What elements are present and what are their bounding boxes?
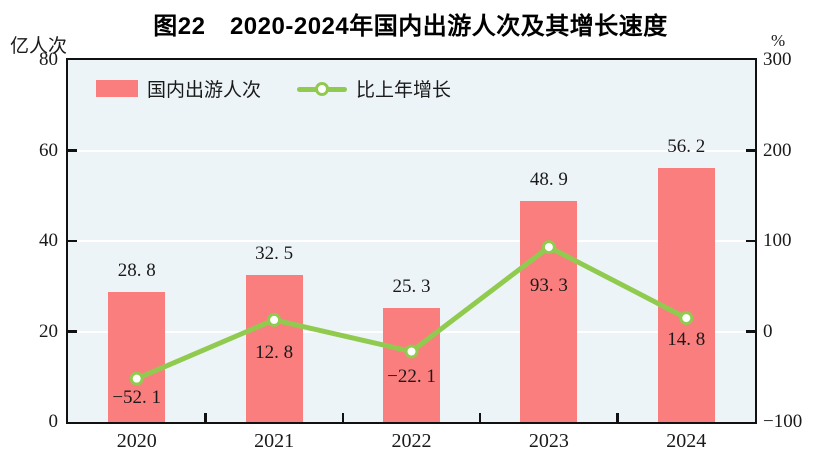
bar-series-swatch-icon xyxy=(96,80,138,97)
y2-axis-tick-label: 300 xyxy=(763,49,792,70)
y2-axis-tick-label: 0 xyxy=(763,320,773,342)
growth-point-label: −52. 1 xyxy=(112,386,162,408)
line-marker xyxy=(679,311,694,326)
growth-point-label: 93. 3 xyxy=(529,275,568,297)
x-axis-tick xyxy=(204,413,207,422)
y-axis-tick-label: 40 xyxy=(39,230,58,251)
bar xyxy=(520,200,578,422)
y2-axis-tick-label: −100 xyxy=(763,411,803,432)
bar-value-label: 28. 8 xyxy=(117,259,156,281)
x-axis-tick-label: 2024 xyxy=(666,430,707,452)
x-axis-tick-label: 2021 xyxy=(254,430,295,452)
y2-axis-tick-label: 100 xyxy=(763,230,792,251)
y-axis-tick xyxy=(68,239,77,243)
bar xyxy=(245,274,303,422)
y2-axis-tick xyxy=(746,330,755,333)
left-axis-unit-label: 亿人次 xyxy=(10,36,68,57)
x-axis-tick-label: 2023 xyxy=(528,430,569,452)
y-axis-tick xyxy=(68,330,77,333)
legend-line-label: 比上年增长 xyxy=(356,80,452,101)
bar xyxy=(108,291,166,422)
line-marker xyxy=(404,344,419,359)
bar-value-label: 32. 5 xyxy=(255,242,294,264)
y-axis-tick-label: 20 xyxy=(39,320,58,342)
gridline xyxy=(68,149,755,152)
line-series xyxy=(129,240,694,386)
legend-item-bars: 国内出游人次 xyxy=(96,75,261,102)
y2-axis-tick-label: 200 xyxy=(763,139,792,161)
bar-value-label: 56. 2 xyxy=(667,135,706,157)
y2-axis-tick xyxy=(746,149,755,152)
legend-item-line: 比上年增长 xyxy=(297,75,451,102)
y-axis-tick-label: 0 xyxy=(48,411,59,432)
chart-title: 图22 2020-2024年国内出游人次及其增长速度 xyxy=(153,13,668,40)
line-series-swatch-icon xyxy=(297,80,348,97)
x-axis-tick xyxy=(341,413,345,422)
line-marker xyxy=(267,312,282,327)
x-axis-tick xyxy=(616,413,619,422)
x-axis-tick xyxy=(478,413,482,422)
x-axis-tick-label: 2020 xyxy=(116,430,157,452)
gridline xyxy=(68,240,755,242)
bar xyxy=(383,307,440,422)
right-axis-unit-label: % xyxy=(771,31,786,50)
y-axis-tick xyxy=(68,149,77,152)
bar-value-label: 48. 9 xyxy=(529,168,568,190)
y2-axis-tick xyxy=(746,239,755,243)
growth-point-label: −22. 1 xyxy=(387,365,436,387)
y-axis-tick-label: 60 xyxy=(39,139,58,161)
growth-point-label: 14. 8 xyxy=(667,329,706,351)
legend-bar-label: 国内出游人次 xyxy=(147,80,262,101)
line-marker xyxy=(129,371,144,386)
y-axis-tick-label: 80 xyxy=(39,49,58,70)
bar xyxy=(657,167,715,422)
x-axis-tick-label: 2022 xyxy=(391,430,432,452)
growth-point-label: 12. 8 xyxy=(255,341,294,363)
legend: 国内出游人次 比上年增长 xyxy=(96,75,451,102)
line-marker xyxy=(541,240,556,255)
plot-area: 国内出游人次 比上年增长 28. 8 32. 5 25. 3 48. 9 56. 2 −5… xyxy=(66,58,757,424)
bar-value-label: 25. 3 xyxy=(392,275,431,297)
